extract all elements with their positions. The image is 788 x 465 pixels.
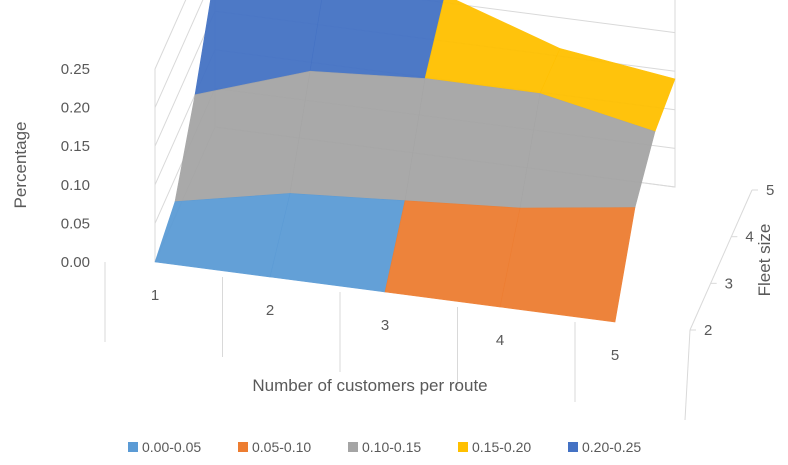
x-tick-label: 1 [151,287,159,304]
z-tick-label: 0.20 [61,100,90,117]
x-tick-label: 5 [611,347,619,364]
y-tick-label: 2 [704,322,712,339]
z-axis-title: Percentage [11,122,30,209]
legend-label: 0.05-0.10 [252,439,311,455]
legend-swatch [238,442,248,452]
y-axis-drop [684,329,691,421]
z-tick-label: 0.10 [61,177,90,194]
z-tick-label: 0.00 [61,254,90,271]
surface-patch [404,78,541,209]
x-tick-label: 2 [266,302,274,319]
legend-label: 0.15-0.20 [472,439,531,455]
z-tick-label: 0.25 [61,61,90,78]
surface-patch [154,193,291,278]
y-axis-line [689,189,753,331]
legend-swatch [348,442,358,452]
surface-plot [154,0,676,323]
surface-patch [289,70,426,202]
legend-label: 0.00-0.05 [142,439,201,455]
surface-patch [309,0,445,79]
legend-swatch [568,442,578,452]
z-tick-label: 0.15 [61,138,90,155]
gridline-0.25 [154,0,187,70]
legend-swatch [458,442,468,452]
floor-grid [104,189,753,421]
y-axis-title: Fleet size [755,224,774,297]
y-tick-label: 3 [725,275,733,292]
surface-patch [499,207,636,323]
x-tick-label: 4 [496,332,504,349]
tick-labels: 0.00 0.05 0.10 0.15 0.20 0.25 1 2 3 4 5 2 3 4 5 [61,61,775,364]
y-tick-label: 4 [745,229,753,246]
surface-patch [424,0,561,94]
z-tick-label: 0.05 [61,215,90,232]
surface-patch [269,193,406,293]
x-axis-title: Number of customers per route [252,376,487,395]
gridline-0.20 [154,0,676,108]
legend: 0.00-0.05 0.05-0.10 0.10-0.15 0.15-0.20 0.20… [128,439,641,455]
legend-swatch [128,442,138,452]
y-tick-label: 5 [766,182,774,199]
legend-label: 0.10-0.15 [362,439,421,455]
x-tick-label: 3 [381,317,389,334]
surface-patch [174,70,311,202]
legend-label: 0.20-0.25 [582,439,641,455]
surface-patch [384,200,521,308]
